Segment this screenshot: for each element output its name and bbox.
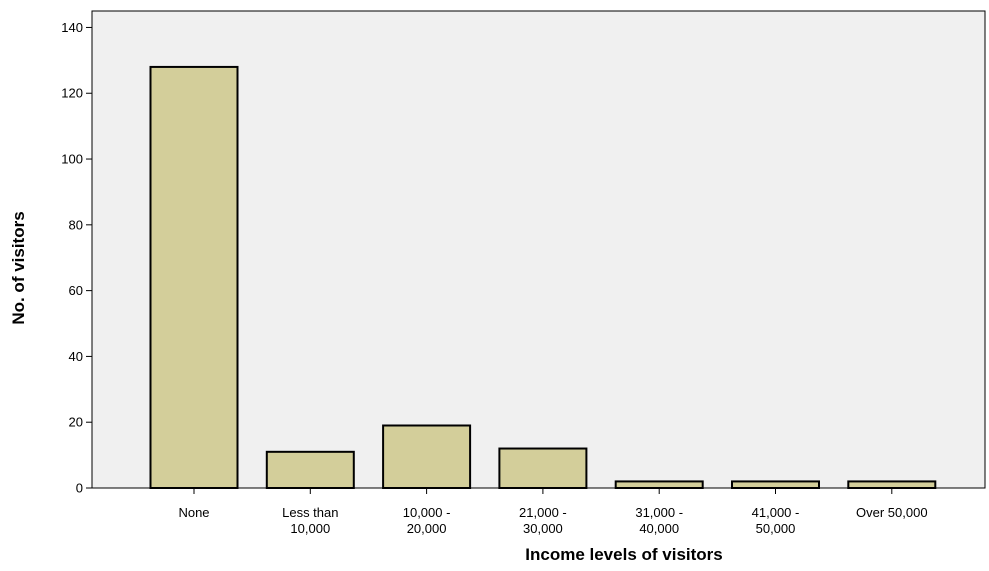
bar [149, 65, 239, 490]
y-tick-label: 120 [61, 86, 83, 101]
x-tick-label: Less than 10,000 [282, 505, 338, 536]
y-tick-label: 100 [61, 152, 83, 167]
plot-area [91, 10, 986, 489]
x-tick-label: 41,000 -50,000 [752, 505, 800, 536]
x-tick-label: Over 50,000 [856, 505, 928, 520]
y-tick-label: 80 [69, 217, 83, 232]
y-tick-label: 60 [69, 283, 83, 298]
x-tick-label: None [178, 505, 209, 520]
y-tick-label: 0 [76, 481, 83, 496]
x-tick-label: 31,000 -40,000 [635, 505, 683, 536]
bars [149, 65, 937, 490]
y-tick-label: 40 [69, 349, 83, 364]
x-tick-label: 10,000 -20,000 [403, 505, 451, 536]
bar [265, 450, 355, 489]
bar [614, 480, 704, 489]
bar [847, 480, 937, 489]
bar [382, 424, 472, 489]
y-tick-label: 140 [61, 20, 83, 35]
y-axis: 0 20 40 60 80 100 120 140 [61, 20, 92, 496]
x-axis: None Less than 10,000 10,000 -20,000 21,000 … [178, 488, 928, 536]
x-axis-title: Income levels of visitors [525, 545, 722, 564]
y-tick-label: 20 [69, 415, 83, 430]
bar [498, 447, 588, 489]
bar [731, 480, 820, 489]
y-axis-title: No. of visitors [9, 211, 28, 324]
x-tick-label: 21,000 -30,000 [519, 505, 567, 536]
